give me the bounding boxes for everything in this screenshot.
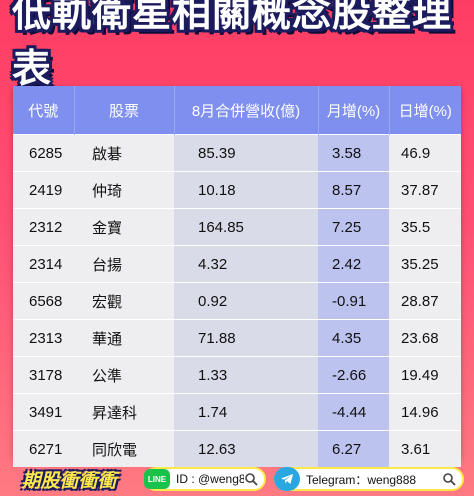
cell-revenue: 4.32 [174, 245, 318, 283]
line-id-pill[interactable]: LINE ID : @weng888 [144, 467, 266, 491]
header-revenue: 8月合併營收(億) [173, 86, 318, 135]
cell-day: 35.5 [389, 208, 461, 246]
cell-code: 3178 [13, 356, 74, 394]
line-icon: LINE [144, 469, 170, 489]
header-day: 日增(%) [388, 86, 461, 135]
cell-code: 2312 [13, 208, 74, 246]
table-row: 3178 公準 1.33 -2.66 19.49 [13, 356, 461, 394]
table-row: 3491 昇達科 1.74 -4.44 14.96 [13, 393, 461, 431]
telegram-icon [274, 467, 300, 491]
telegram-pill[interactable]: Telegram：weng888 [274, 467, 464, 491]
cell-code: 2314 [13, 245, 74, 283]
cell-revenue: 71.88 [174, 319, 318, 357]
cell-name: 台揚 [74, 245, 174, 283]
header-name: 股票 [73, 86, 174, 135]
cell-name: 金寶 [74, 208, 174, 246]
cell-name: 宏觀 [74, 282, 174, 320]
cell-code: 6285 [13, 134, 74, 172]
cell-mom: 4.35 [318, 319, 389, 357]
cell-name: 仲琦 [74, 171, 174, 209]
header-code: 代號 [13, 86, 74, 135]
cell-revenue: 85.39 [174, 134, 318, 172]
table-row: 2314 台揚 4.32 2.42 35.25 [13, 245, 461, 283]
cell-day: 23.68 [389, 319, 461, 357]
cell-day: 19.49 [389, 356, 461, 394]
cell-mom: 7.25 [318, 208, 389, 246]
table-row: 6285 啟碁 85.39 3.58 46.9 [13, 134, 461, 172]
page-title: 低軌衛星相關概念股整理表 [12, 0, 453, 92]
table-row: 2419 仲琦 10.18 8.57 37.87 [13, 171, 461, 209]
telegram-text: Telegram：weng888 [306, 472, 417, 487]
cell-day: 3.61 [389, 430, 461, 467]
search-icon [443, 473, 456, 486]
cell-name: 公準 [74, 356, 174, 394]
cell-mom: -4.44 [318, 393, 389, 431]
cell-mom: -0.91 [318, 282, 389, 320]
cell-code: 2313 [13, 319, 74, 357]
cell-revenue: 1.74 [174, 393, 318, 431]
brand-logo: 期股衝衝衝 [21, 469, 117, 492]
cell-mom: 3.58 [318, 134, 389, 172]
cell-day: 37.87 [389, 171, 461, 209]
cell-name: 昇達科 [74, 393, 174, 431]
header-mom: 月增(%) [317, 86, 389, 135]
cell-code: 6271 [13, 430, 74, 467]
cell-mom: 2.42 [318, 245, 389, 283]
table-header-row: 代號 股票 8月合併營收(億) 月增(%) 日增(%) [13, 86, 461, 135]
cell-code: 2419 [13, 171, 74, 209]
cell-day: 46.9 [389, 134, 461, 172]
cell-day: 28.87 [389, 282, 461, 320]
table-row: 6271 同欣電 12.63 6.27 3.61 [13, 430, 461, 467]
cell-name: 啟碁 [74, 134, 174, 172]
stock-table: 代號 股票 8月合併營收(億) 月增(%) 日增(%) 6285 啟碁 85.39 3… [13, 86, 461, 467]
cell-revenue: 164.85 [174, 208, 318, 246]
cell-mom: -2.66 [318, 356, 389, 394]
cell-day: 14.96 [389, 393, 461, 431]
cell-revenue: 10.18 [174, 171, 318, 209]
cell-code: 6568 [13, 282, 74, 320]
footer-bar: 期股衝衝衝 LINE ID : @weng888 Telegram：weng88… [0, 462, 474, 496]
table-row: 2313 華通 71.88 4.35 23.68 [13, 319, 461, 357]
search-icon [245, 473, 258, 486]
title-banner: 低軌衛星相關概念股整理表 [0, 0, 474, 92]
cell-revenue: 12.63 [174, 430, 318, 467]
cell-code: 3491 [13, 393, 74, 431]
cell-name: 同欣電 [74, 430, 174, 467]
cell-mom: 6.27 [318, 430, 389, 467]
cell-name: 華通 [74, 319, 174, 357]
cell-revenue: 1.33 [174, 356, 318, 394]
stock-table-card: 代號 股票 8月合併營收(億) 月增(%) 日增(%) 6285 啟碁 85.39 3… [13, 86, 461, 467]
cell-revenue: 0.92 [174, 282, 318, 320]
table-row: 2312 金寶 164.85 7.25 35.5 [13, 208, 461, 246]
line-id-text: ID : @weng888 [176, 472, 244, 486]
table-row: 6568 宏觀 0.92 -0.91 28.87 [13, 282, 461, 320]
cell-mom: 8.57 [318, 171, 389, 209]
cell-day: 35.25 [389, 245, 461, 283]
